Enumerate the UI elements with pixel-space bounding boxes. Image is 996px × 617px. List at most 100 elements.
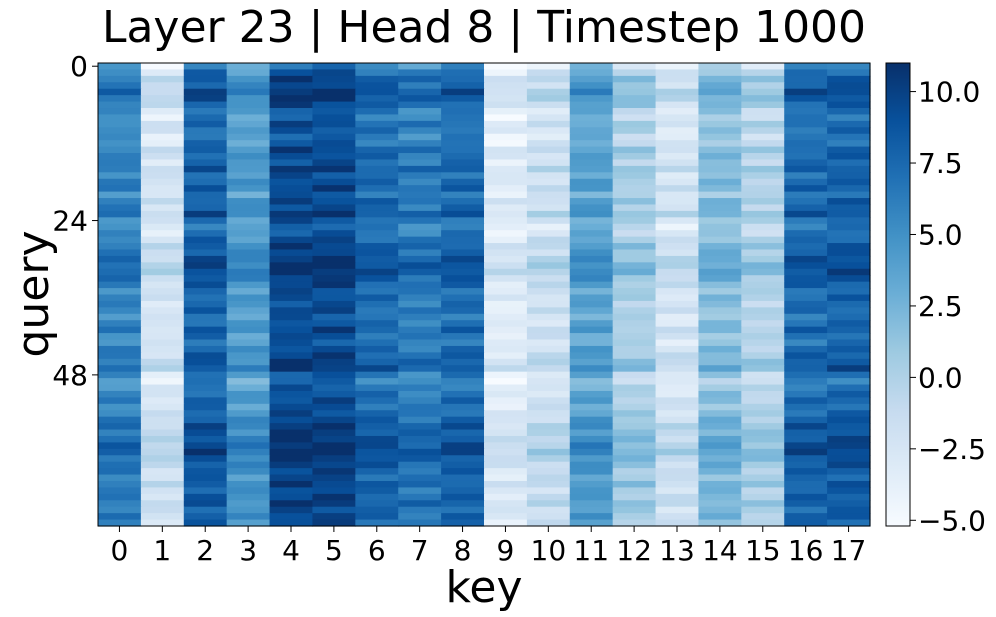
heatmap-cell [226,255,271,263]
heatmap-cell [827,198,871,206]
heatmap-cell [355,358,399,366]
heatmap-cell [355,506,399,514]
heatmap-cell [655,461,700,469]
heatmap-cell [312,288,356,296]
heatmap-cell [441,294,485,302]
heatmap-cell [784,165,828,173]
heatmap-cell [140,243,185,251]
heatmap-cell [484,468,528,476]
heatmap-cell [140,474,185,482]
heatmap-cell [569,210,614,218]
heatmap-cell [355,365,399,373]
heatmap-cell [741,365,785,373]
heatmap-cell [698,339,742,347]
heatmap-cell [183,288,228,296]
heatmap-cell [183,185,228,193]
heatmap-cell [140,500,185,508]
heatmap-cell [526,468,571,476]
heatmap-cell [827,108,871,116]
heatmap-cell [698,397,742,405]
heatmap-cell [355,223,399,231]
heatmap-cell [269,101,314,109]
heatmap-cell [355,63,399,71]
heatmap-cell [784,120,828,128]
heatmap-cell [655,178,700,186]
heatmap-cell [698,513,742,521]
colorbar-tick-label: 0.0 [918,361,963,394]
heatmap-cell [655,146,700,154]
heatmap-cell [827,294,871,302]
heatmap-cell [698,487,742,495]
heatmap-cell [312,365,356,373]
heatmap-cell [784,255,828,263]
heatmap-cell [226,262,271,270]
heatmap-cell [355,75,399,83]
heatmap-cell [698,133,742,141]
heatmap-cell [269,114,314,122]
heatmap-cell [140,519,185,527]
heatmap-cell [140,268,185,276]
heatmap-cell [312,468,356,476]
heatmap-cell [441,506,485,514]
heatmap-cell [612,236,657,244]
heatmap-cell [569,448,614,456]
heatmap-cell [484,384,528,392]
heatmap-cell [784,480,828,489]
heatmap-cell [269,255,314,263]
heatmap-cell [98,101,142,109]
heatmap-cell [698,69,742,77]
heatmap-cell [355,455,399,463]
heatmap-cell [784,204,828,212]
heatmap-cell [140,352,185,360]
heatmap-cell [612,384,657,392]
heatmap-cell [398,114,442,122]
heatmap-cell [312,172,356,180]
heatmap-cell [355,487,399,495]
heatmap-cell [784,307,828,315]
heatmap-cell [526,300,571,308]
heatmap-cell [269,82,314,90]
heatmap-cell [269,268,314,276]
heatmap-cell [269,127,314,135]
heatmap-cell [612,249,657,257]
heatmap-cell [569,204,614,212]
heatmap-cell [98,198,142,206]
heatmap-cell [398,480,442,489]
heatmap-cell [441,410,485,418]
heatmap-cell [484,500,528,508]
heatmap-cell [355,371,399,379]
heatmap-cell [269,313,314,321]
heatmap-cell [312,223,356,231]
heatmap-cell [98,371,142,379]
heatmap-cell [398,397,442,405]
heatmap-cell [140,423,185,431]
heatmap-cell [355,320,399,328]
heatmap-cell [655,313,700,321]
heatmap-cell [612,88,657,96]
heatmap-cell [526,243,571,251]
heatmap-cell [784,352,828,360]
heatmap-cell [698,95,742,103]
heatmap-cell [484,410,528,418]
heatmap-cell [98,352,142,360]
heatmap-cell [484,442,528,450]
heatmap-cell [612,397,657,405]
heatmap-cell [784,178,828,186]
heatmap-cell [484,127,528,135]
heatmap-cell [98,127,142,135]
heatmap-cell [827,365,871,373]
heatmap-cell [441,140,485,148]
heatmap-cell [612,307,657,315]
heatmap-cell [784,320,828,328]
heatmap-cell [398,69,442,77]
heatmap-cell [398,172,442,180]
heatmap-cell [569,127,614,135]
heatmap-cell [355,88,399,96]
heatmap-cell [226,153,271,161]
heatmap-cell [226,185,271,193]
heatmap-cell [569,75,614,83]
heatmap-cell [784,69,828,77]
heatmap-cell [526,281,571,289]
heatmap-cell [484,275,528,283]
heatmap-cell [827,480,871,489]
